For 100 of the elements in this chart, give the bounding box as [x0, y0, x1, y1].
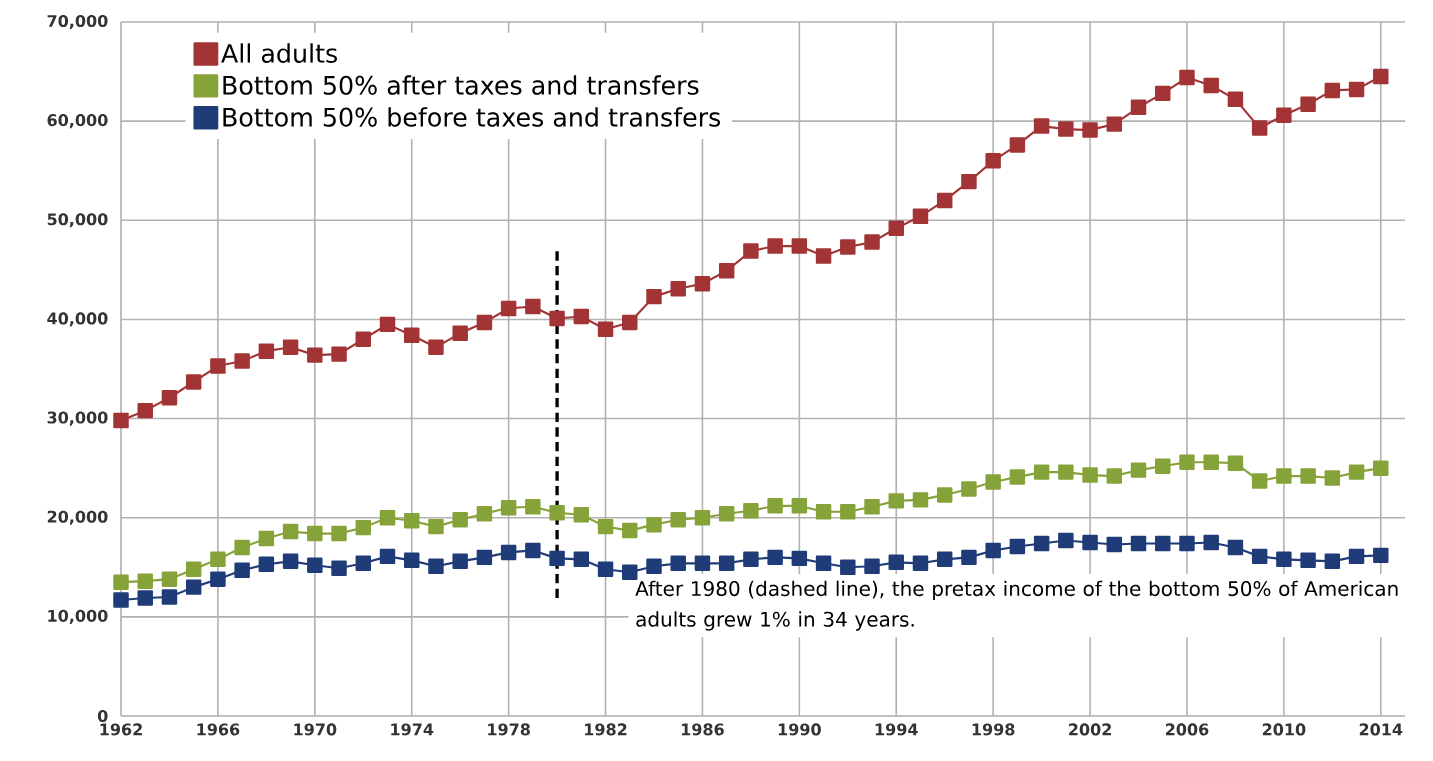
point [597, 518, 614, 535]
point [1227, 455, 1244, 471]
point [185, 561, 202, 578]
point [185, 579, 202, 595]
point [282, 339, 299, 355]
point [646, 516, 662, 533]
point [743, 503, 759, 519]
point [961, 549, 977, 566]
x-tick-label: 1970 [294, 723, 337, 736]
point [1251, 473, 1268, 489]
point [1082, 534, 1098, 551]
point [670, 511, 686, 528]
point [307, 557, 323, 574]
point [767, 498, 783, 514]
point [936, 192, 953, 209]
point [1058, 532, 1074, 549]
point [597, 321, 614, 338]
point [476, 506, 493, 522]
x-tick-label: 1974 [391, 723, 434, 736]
point [622, 522, 638, 539]
point [113, 592, 129, 608]
point [1106, 536, 1123, 553]
point [1130, 462, 1147, 478]
x-tick-label: 2002 [1069, 723, 1111, 736]
point [282, 553, 299, 570]
point [1348, 464, 1365, 480]
point [1058, 121, 1074, 137]
point [791, 238, 808, 254]
point [1130, 535, 1147, 552]
point [985, 474, 1001, 490]
point [743, 243, 759, 259]
point [1203, 77, 1219, 94]
point [1106, 116, 1123, 132]
point [307, 525, 323, 542]
point [1373, 547, 1389, 564]
point [622, 314, 638, 331]
point [355, 519, 372, 536]
point [282, 523, 299, 540]
point [1082, 122, 1098, 138]
point [743, 551, 759, 568]
point [210, 551, 226, 568]
point [113, 412, 129, 429]
y-tick-label: 0 [97, 709, 108, 723]
point [1058, 464, 1074, 480]
point [791, 550, 808, 567]
point [985, 153, 1001, 169]
point [525, 298, 541, 315]
point [1300, 552, 1316, 569]
x-tick-label: 2010 [1262, 723, 1306, 736]
point [888, 493, 904, 509]
point [137, 573, 153, 589]
point [1009, 137, 1026, 153]
x-tick-label: 1998 [972, 723, 1015, 736]
point [355, 555, 372, 572]
point [1373, 68, 1389, 85]
point [1348, 81, 1365, 98]
point [597, 561, 614, 578]
point [694, 276, 711, 292]
point [864, 234, 880, 250]
point [500, 300, 517, 317]
legend-label: Bottom 50% after taxes and transfers [223, 75, 699, 95]
point [500, 544, 517, 561]
point [403, 552, 420, 569]
point [1033, 464, 1050, 480]
point [258, 556, 275, 573]
point [670, 280, 686, 297]
point [815, 504, 832, 520]
legend-label: Bottom 50% before taxes and transfers [223, 107, 721, 127]
point [307, 347, 323, 363]
point [403, 327, 420, 344]
point [428, 558, 444, 575]
point [185, 374, 202, 390]
point [961, 173, 977, 190]
point [355, 331, 372, 347]
x-tick-label: 1962 [100, 723, 142, 736]
point [549, 310, 565, 327]
x-tick-label: 2014 [1359, 723, 1403, 736]
point [767, 238, 783, 254]
point [815, 248, 832, 264]
point [379, 548, 396, 565]
point [428, 339, 444, 355]
point [452, 511, 468, 528]
point [379, 509, 396, 526]
annotation: After 1980 (dashed line), the pretax income of the bottom 50% of American adults grew 1% in 34 years. [635, 580, 1398, 631]
point [840, 559, 856, 576]
point [331, 346, 347, 362]
point [476, 549, 493, 566]
point [1324, 553, 1341, 570]
point [525, 542, 541, 559]
x-tick-label: 1986 [681, 723, 724, 736]
point [1227, 539, 1244, 556]
point [1227, 91, 1244, 108]
y-tick-label: 20,000 [47, 510, 108, 525]
y-tick-label: 40,000 [47, 312, 108, 327]
point [912, 492, 929, 508]
legend-label: All adults [221, 43, 337, 63]
x-tick-label: 1990 [778, 723, 821, 736]
point [452, 325, 468, 342]
point [161, 589, 178, 605]
point [476, 314, 493, 331]
